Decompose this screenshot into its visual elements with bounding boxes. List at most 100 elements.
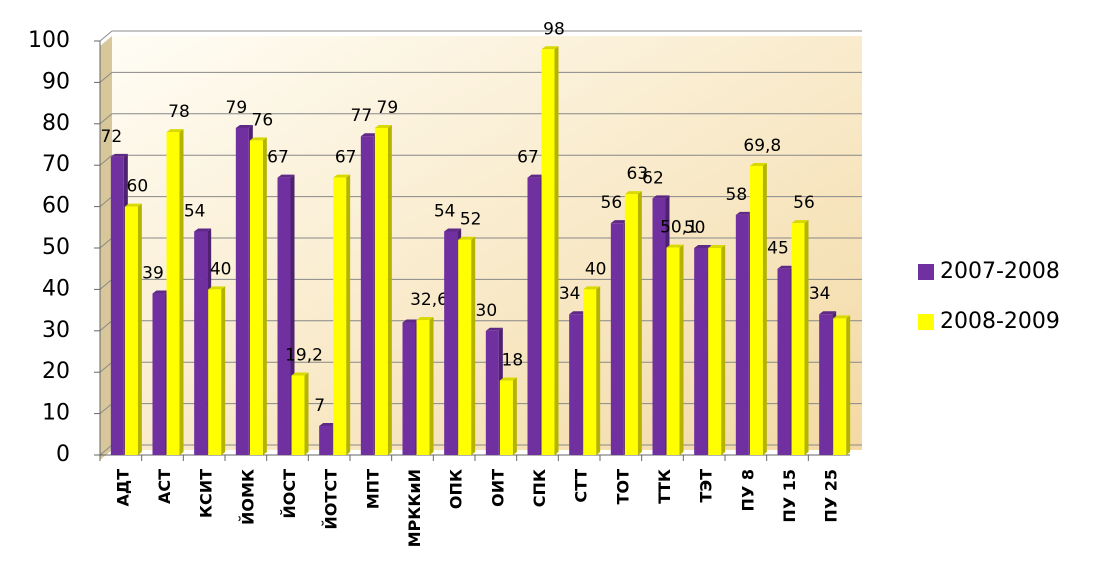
bar <box>110 156 124 456</box>
bar-top <box>652 195 670 199</box>
bar <box>360 136 374 455</box>
bar-top <box>277 174 295 178</box>
bar-top <box>110 153 128 157</box>
bar <box>402 322 416 455</box>
x-tick-label: ПУ 25 <box>822 469 841 523</box>
legend: 2007-2008 2008-2009 <box>918 259 1060 334</box>
bar <box>416 320 430 455</box>
bar-top <box>777 265 795 269</box>
bar-top <box>610 220 628 224</box>
bar <box>194 231 208 455</box>
data-label: 98 <box>543 19 565 39</box>
bar <box>791 223 805 455</box>
data-label: 69,8 <box>743 136 781 156</box>
data-label: 78 <box>168 102 190 122</box>
data-label: 18 <box>502 350 524 370</box>
bar-top <box>416 317 434 321</box>
bar-side <box>637 191 642 455</box>
data-label: 50 <box>684 218 706 238</box>
data-label: 52 <box>460 210 482 230</box>
y-tick-label: 80 <box>42 111 70 136</box>
bar-top <box>291 372 309 376</box>
data-label: 45 <box>767 239 789 259</box>
bar-side <box>804 220 809 455</box>
bar-top <box>360 133 378 137</box>
data-label: 76 <box>252 110 274 130</box>
bar <box>235 127 249 455</box>
bar-top <box>666 244 684 248</box>
bar <box>652 198 666 455</box>
bar-side <box>721 245 726 455</box>
bar-top <box>583 286 601 290</box>
y-tick-label: 20 <box>42 359 70 384</box>
bar <box>374 127 388 455</box>
grid-line <box>99 361 113 373</box>
legend-swatch <box>918 314 934 330</box>
data-label: 40 <box>210 259 232 279</box>
x-tick-label: АДТ <box>113 469 132 507</box>
bar <box>541 49 555 455</box>
grid-line <box>99 72 113 83</box>
y-tick-label: 70 <box>42 152 70 177</box>
x-tick-label: КСИТ <box>197 469 216 518</box>
data-label: 30 <box>476 301 498 321</box>
bar-top <box>166 129 184 133</box>
data-label: 60 <box>127 177 149 197</box>
bar-top <box>402 319 420 323</box>
x-tick-label: ТТК <box>655 469 674 504</box>
bar <box>777 268 791 455</box>
bar <box>166 132 180 455</box>
grid-line <box>99 113 113 125</box>
bar-top <box>333 174 351 178</box>
bar-top <box>541 46 559 50</box>
y-tick-label: 100 <box>28 28 70 53</box>
data-label: 54 <box>434 201 456 221</box>
data-label: 56 <box>793 193 815 213</box>
bar-top <box>319 423 337 427</box>
bar-top <box>819 311 837 315</box>
bar-top <box>694 245 712 248</box>
grid-line <box>99 320 113 332</box>
bar-side <box>512 377 517 455</box>
y-tick-label: 30 <box>42 318 70 343</box>
x-tick-label: ТЭТ <box>697 469 716 503</box>
bar-side <box>262 137 267 456</box>
bar-side <box>679 244 684 455</box>
bar-side <box>346 174 351 455</box>
bar-top <box>791 220 809 224</box>
bar-top <box>708 245 726 248</box>
bar-top <box>569 311 587 315</box>
bar <box>277 177 291 455</box>
bar <box>708 248 722 455</box>
grid-line <box>99 196 113 207</box>
data-label: 67 <box>335 148 357 168</box>
bar <box>694 248 708 455</box>
y-tick-label: 50 <box>42 235 70 260</box>
bar <box>749 166 763 455</box>
bar-top <box>124 203 142 207</box>
bar-side <box>429 317 434 455</box>
bar-top <box>194 228 212 232</box>
bar-top <box>499 377 517 381</box>
y-tick-label: 0 <box>56 442 70 467</box>
bar-top <box>235 124 253 128</box>
bar <box>485 330 499 455</box>
data-label: 67 <box>517 148 539 168</box>
x-tick-label: МРККиИ <box>405 469 424 547</box>
bar-side <box>846 315 851 455</box>
data-label: 72 <box>101 127 123 147</box>
data-label: 19,2 <box>285 346 323 366</box>
bar-top <box>374 124 392 128</box>
x-tick-label: ОИТ <box>488 469 507 507</box>
grid-line <box>99 237 113 249</box>
data-label: 62 <box>642 168 664 188</box>
x-tick-label: СПК <box>530 469 549 507</box>
x-tick-label: ОПК <box>447 469 466 509</box>
bar-side <box>387 124 392 455</box>
grid-line <box>99 403 113 414</box>
bar-side <box>304 372 309 455</box>
bar <box>819 314 833 455</box>
bar <box>124 206 138 455</box>
bar <box>208 289 222 455</box>
bar-top <box>152 290 170 294</box>
